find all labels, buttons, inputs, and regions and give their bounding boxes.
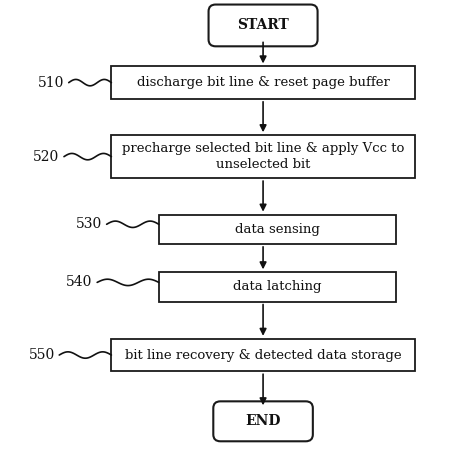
Text: START: START: [237, 19, 289, 32]
Text: precharge selected bit line & apply Vcc to
unselected bit: precharge selected bit line & apply Vcc …: [122, 142, 404, 171]
Text: 550: 550: [28, 348, 55, 362]
Text: 540: 540: [66, 276, 93, 289]
Text: 530: 530: [76, 217, 102, 231]
Text: 510: 510: [38, 76, 64, 89]
FancyBboxPatch shape: [111, 339, 415, 371]
Text: data latching: data latching: [233, 281, 321, 293]
FancyBboxPatch shape: [159, 214, 396, 244]
Text: discharge bit line & reset page buffer: discharge bit line & reset page buffer: [137, 76, 390, 89]
Text: bit line recovery & detected data storage: bit line recovery & detected data storag…: [125, 349, 401, 361]
FancyBboxPatch shape: [159, 272, 396, 301]
FancyBboxPatch shape: [111, 135, 415, 178]
FancyBboxPatch shape: [213, 401, 313, 441]
FancyBboxPatch shape: [111, 66, 415, 99]
Text: data sensing: data sensing: [235, 223, 320, 236]
FancyBboxPatch shape: [209, 5, 318, 46]
Text: END: END: [246, 415, 281, 428]
Text: 520: 520: [33, 150, 59, 163]
